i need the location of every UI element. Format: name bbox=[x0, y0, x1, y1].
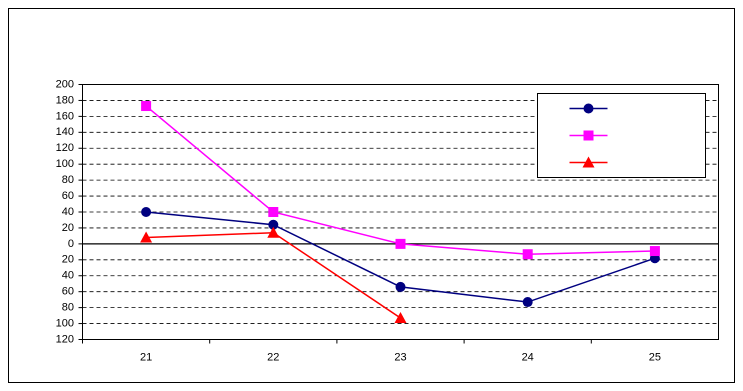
data-point bbox=[522, 249, 533, 260]
x-tick-label: 25 bbox=[649, 351, 661, 363]
y-tick-label: 140 bbox=[56, 126, 74, 138]
y-tick-label: 120 bbox=[56, 142, 74, 154]
y-tick-label: 40 bbox=[62, 206, 74, 218]
legend-box bbox=[537, 93, 706, 178]
x-tick-label: 21 bbox=[140, 351, 152, 363]
data-point bbox=[395, 238, 406, 249]
x-tick-label: 23 bbox=[394, 351, 406, 363]
data-point bbox=[141, 101, 152, 112]
data-point bbox=[268, 219, 279, 230]
legend-marker bbox=[582, 156, 595, 168]
x-tick-label: 22 bbox=[267, 351, 279, 363]
y-tick-label: 80 bbox=[62, 174, 74, 186]
data-point bbox=[140, 231, 153, 243]
y-tick-label: 200 bbox=[56, 78, 74, 90]
y-tick-label: 20 bbox=[62, 254, 74, 266]
y-tick-label: 120 bbox=[56, 333, 74, 345]
y-tick-label: 100 bbox=[56, 158, 74, 170]
y-tick-label: 0 bbox=[68, 238, 74, 250]
x-tick-label: 24 bbox=[522, 351, 534, 363]
data-point bbox=[394, 311, 407, 323]
legend-marker bbox=[583, 130, 594, 141]
y-tick-label: 80 bbox=[62, 302, 74, 314]
y-tick-label: 60 bbox=[62, 190, 74, 202]
data-point bbox=[395, 281, 406, 292]
y-tick-label: 60 bbox=[62, 286, 74, 298]
y-tick-label: 20 bbox=[62, 222, 74, 234]
y-tick-label: 160 bbox=[56, 110, 74, 122]
data-point bbox=[141, 207, 152, 217]
y-tick-label: 40 bbox=[62, 270, 74, 282]
data-point bbox=[268, 207, 279, 217]
y-tick-label: 180 bbox=[56, 94, 74, 106]
legend-marker bbox=[583, 103, 594, 114]
data-point bbox=[522, 297, 533, 308]
data-point bbox=[267, 226, 280, 238]
data-point bbox=[649, 246, 660, 257]
y-tick-label: 100 bbox=[56, 317, 74, 329]
